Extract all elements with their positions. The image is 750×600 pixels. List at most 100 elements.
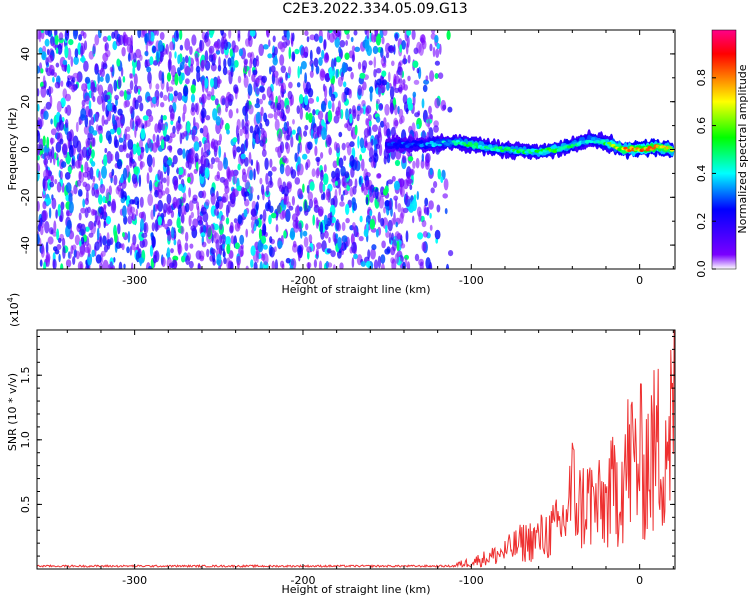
noise-blob <box>338 131 343 138</box>
noise-blob <box>152 142 158 153</box>
noise-blob <box>183 168 187 176</box>
top-x-axis-label: Height of straight line (km) <box>281 283 430 296</box>
noise-blob <box>229 48 233 58</box>
noise-blob <box>214 157 220 163</box>
noise-blob <box>120 123 124 129</box>
noise-blob <box>48 227 54 235</box>
noise-blob <box>172 155 178 165</box>
noise-blob <box>190 84 196 94</box>
noise-blob <box>274 118 280 131</box>
noise-blob <box>169 41 175 51</box>
noise-blob <box>309 181 315 191</box>
noise-blob <box>304 87 309 95</box>
noise-blob <box>344 52 350 60</box>
noise-blob <box>281 209 286 219</box>
noise-blob <box>377 211 381 223</box>
noise-blob <box>87 132 93 141</box>
noise-blob <box>371 34 377 43</box>
noise-blob <box>56 122 61 132</box>
noise-blob <box>82 146 87 158</box>
noise-blob <box>351 197 356 206</box>
noise-blob <box>113 174 118 186</box>
y-tick-label: 20 <box>19 95 32 109</box>
noise-blob <box>267 53 273 59</box>
noise-blob <box>240 153 246 160</box>
noise-blob <box>206 93 212 101</box>
noise-blob <box>64 30 70 41</box>
noise-blob <box>394 87 400 93</box>
noise-blob <box>192 136 199 143</box>
noise-blob <box>210 78 214 88</box>
noise-blob <box>157 122 162 134</box>
noise-blob <box>199 97 202 104</box>
noise-blob <box>141 232 148 238</box>
noise-blob <box>68 251 72 259</box>
ridge-mark <box>498 146 503 150</box>
noise-blob <box>338 157 344 168</box>
noise-blob <box>151 235 156 249</box>
noise-blob <box>102 235 107 246</box>
noise-blob <box>98 194 103 205</box>
noise-blob <box>351 54 355 63</box>
noise-blob <box>67 166 72 173</box>
noise-blob <box>233 84 239 94</box>
noise-blob <box>215 116 221 126</box>
noise-blob <box>327 100 332 110</box>
noise-blob <box>174 51 177 59</box>
noise-blob <box>388 232 392 245</box>
noise-blob <box>398 84 403 94</box>
noise-blob <box>292 119 295 125</box>
noise-blob <box>384 200 391 207</box>
noise-blob <box>151 222 155 232</box>
noise-blob <box>75 83 79 89</box>
noise-blob <box>322 173 329 186</box>
noise-blob <box>237 133 240 145</box>
noise-blob <box>48 86 54 94</box>
noise-blob <box>337 236 342 250</box>
noise-blob <box>323 164 327 173</box>
noise-blob <box>78 170 82 180</box>
noise-blob <box>170 210 175 218</box>
y-tick-label: 1.5 <box>19 366 32 384</box>
noise-blob <box>102 36 108 42</box>
noise-blob <box>101 165 107 179</box>
noise-blob <box>402 261 406 269</box>
noise-blob <box>275 224 279 233</box>
noise-blob <box>425 152 431 164</box>
noise-blob <box>104 148 108 153</box>
noise-blob <box>285 209 291 222</box>
noise-blob <box>43 261 47 269</box>
noise-blob <box>368 119 372 127</box>
noise-blob <box>210 248 216 255</box>
noise-blob <box>232 174 238 185</box>
noise-blob <box>47 151 50 161</box>
noise-blob <box>259 261 263 269</box>
noise-blob <box>76 179 82 187</box>
noise-blob <box>47 179 52 191</box>
noise-blob <box>298 251 301 262</box>
noise-blob <box>375 68 382 74</box>
noise-blob <box>309 70 314 78</box>
noise-blob <box>106 239 111 250</box>
noise-blob <box>308 234 313 243</box>
noise-blob <box>90 161 96 167</box>
noise-blob <box>402 94 408 105</box>
noise-blob <box>56 244 62 250</box>
noise-blob <box>213 208 219 216</box>
noise-blob <box>256 97 260 105</box>
noise-blob <box>42 135 46 147</box>
noise-blob <box>201 190 207 199</box>
noise-blob <box>295 216 299 229</box>
noise-blob <box>163 155 169 168</box>
noise-blob <box>367 249 371 260</box>
noise-blob <box>127 215 133 225</box>
noise-blob <box>429 70 435 82</box>
noise-blob <box>70 56 74 67</box>
noise-blob <box>277 240 283 249</box>
noise-blob <box>134 99 139 110</box>
noise-blob <box>224 122 230 132</box>
noise-blob <box>440 99 447 112</box>
noise-blob <box>318 35 323 44</box>
noise-blob <box>302 230 308 237</box>
noise-blob <box>269 246 275 258</box>
